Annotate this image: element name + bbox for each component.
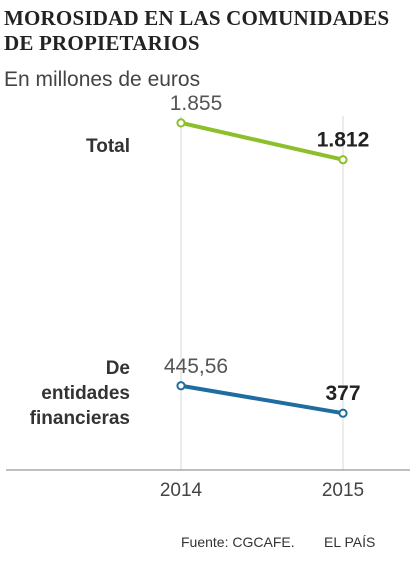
series-2-point-2014 — [176, 381, 186, 391]
series-2-value-label-2015: 377 — [325, 382, 360, 405]
source-note: Fuente: CGCAFE. — [181, 534, 295, 550]
series-2-name-label: financieras — [30, 408, 130, 429]
series-1-name-label: Total — [86, 136, 130, 157]
series-1-value-label-2014: 1.855 — [170, 92, 223, 115]
series-2-name-label: entidades — [41, 383, 130, 404]
series-1-point-2015 — [338, 155, 348, 165]
chart-title: MOROSIDAD EN LAS COMUNIDADES DE PROPIETA… — [4, 6, 390, 55]
x-tick-label-2015: 2015 — [322, 480, 364, 501]
brand-logo: EL PAÍS — [324, 534, 376, 550]
series-1-line — [179, 120, 345, 162]
series-1-value-label-2015: 1.812 — [317, 129, 370, 152]
x-tick-label-2014: 2014 — [160, 480, 203, 501]
series-2-line — [179, 383, 345, 416]
series-2-point-2015 — [338, 408, 348, 418]
chart-subtitle: En millones de euros — [4, 68, 201, 91]
series-2-value-label-2014: 445,56 — [164, 355, 228, 378]
series-1-point-2014 — [176, 118, 186, 128]
series-2-name-label: De — [106, 358, 130, 379]
